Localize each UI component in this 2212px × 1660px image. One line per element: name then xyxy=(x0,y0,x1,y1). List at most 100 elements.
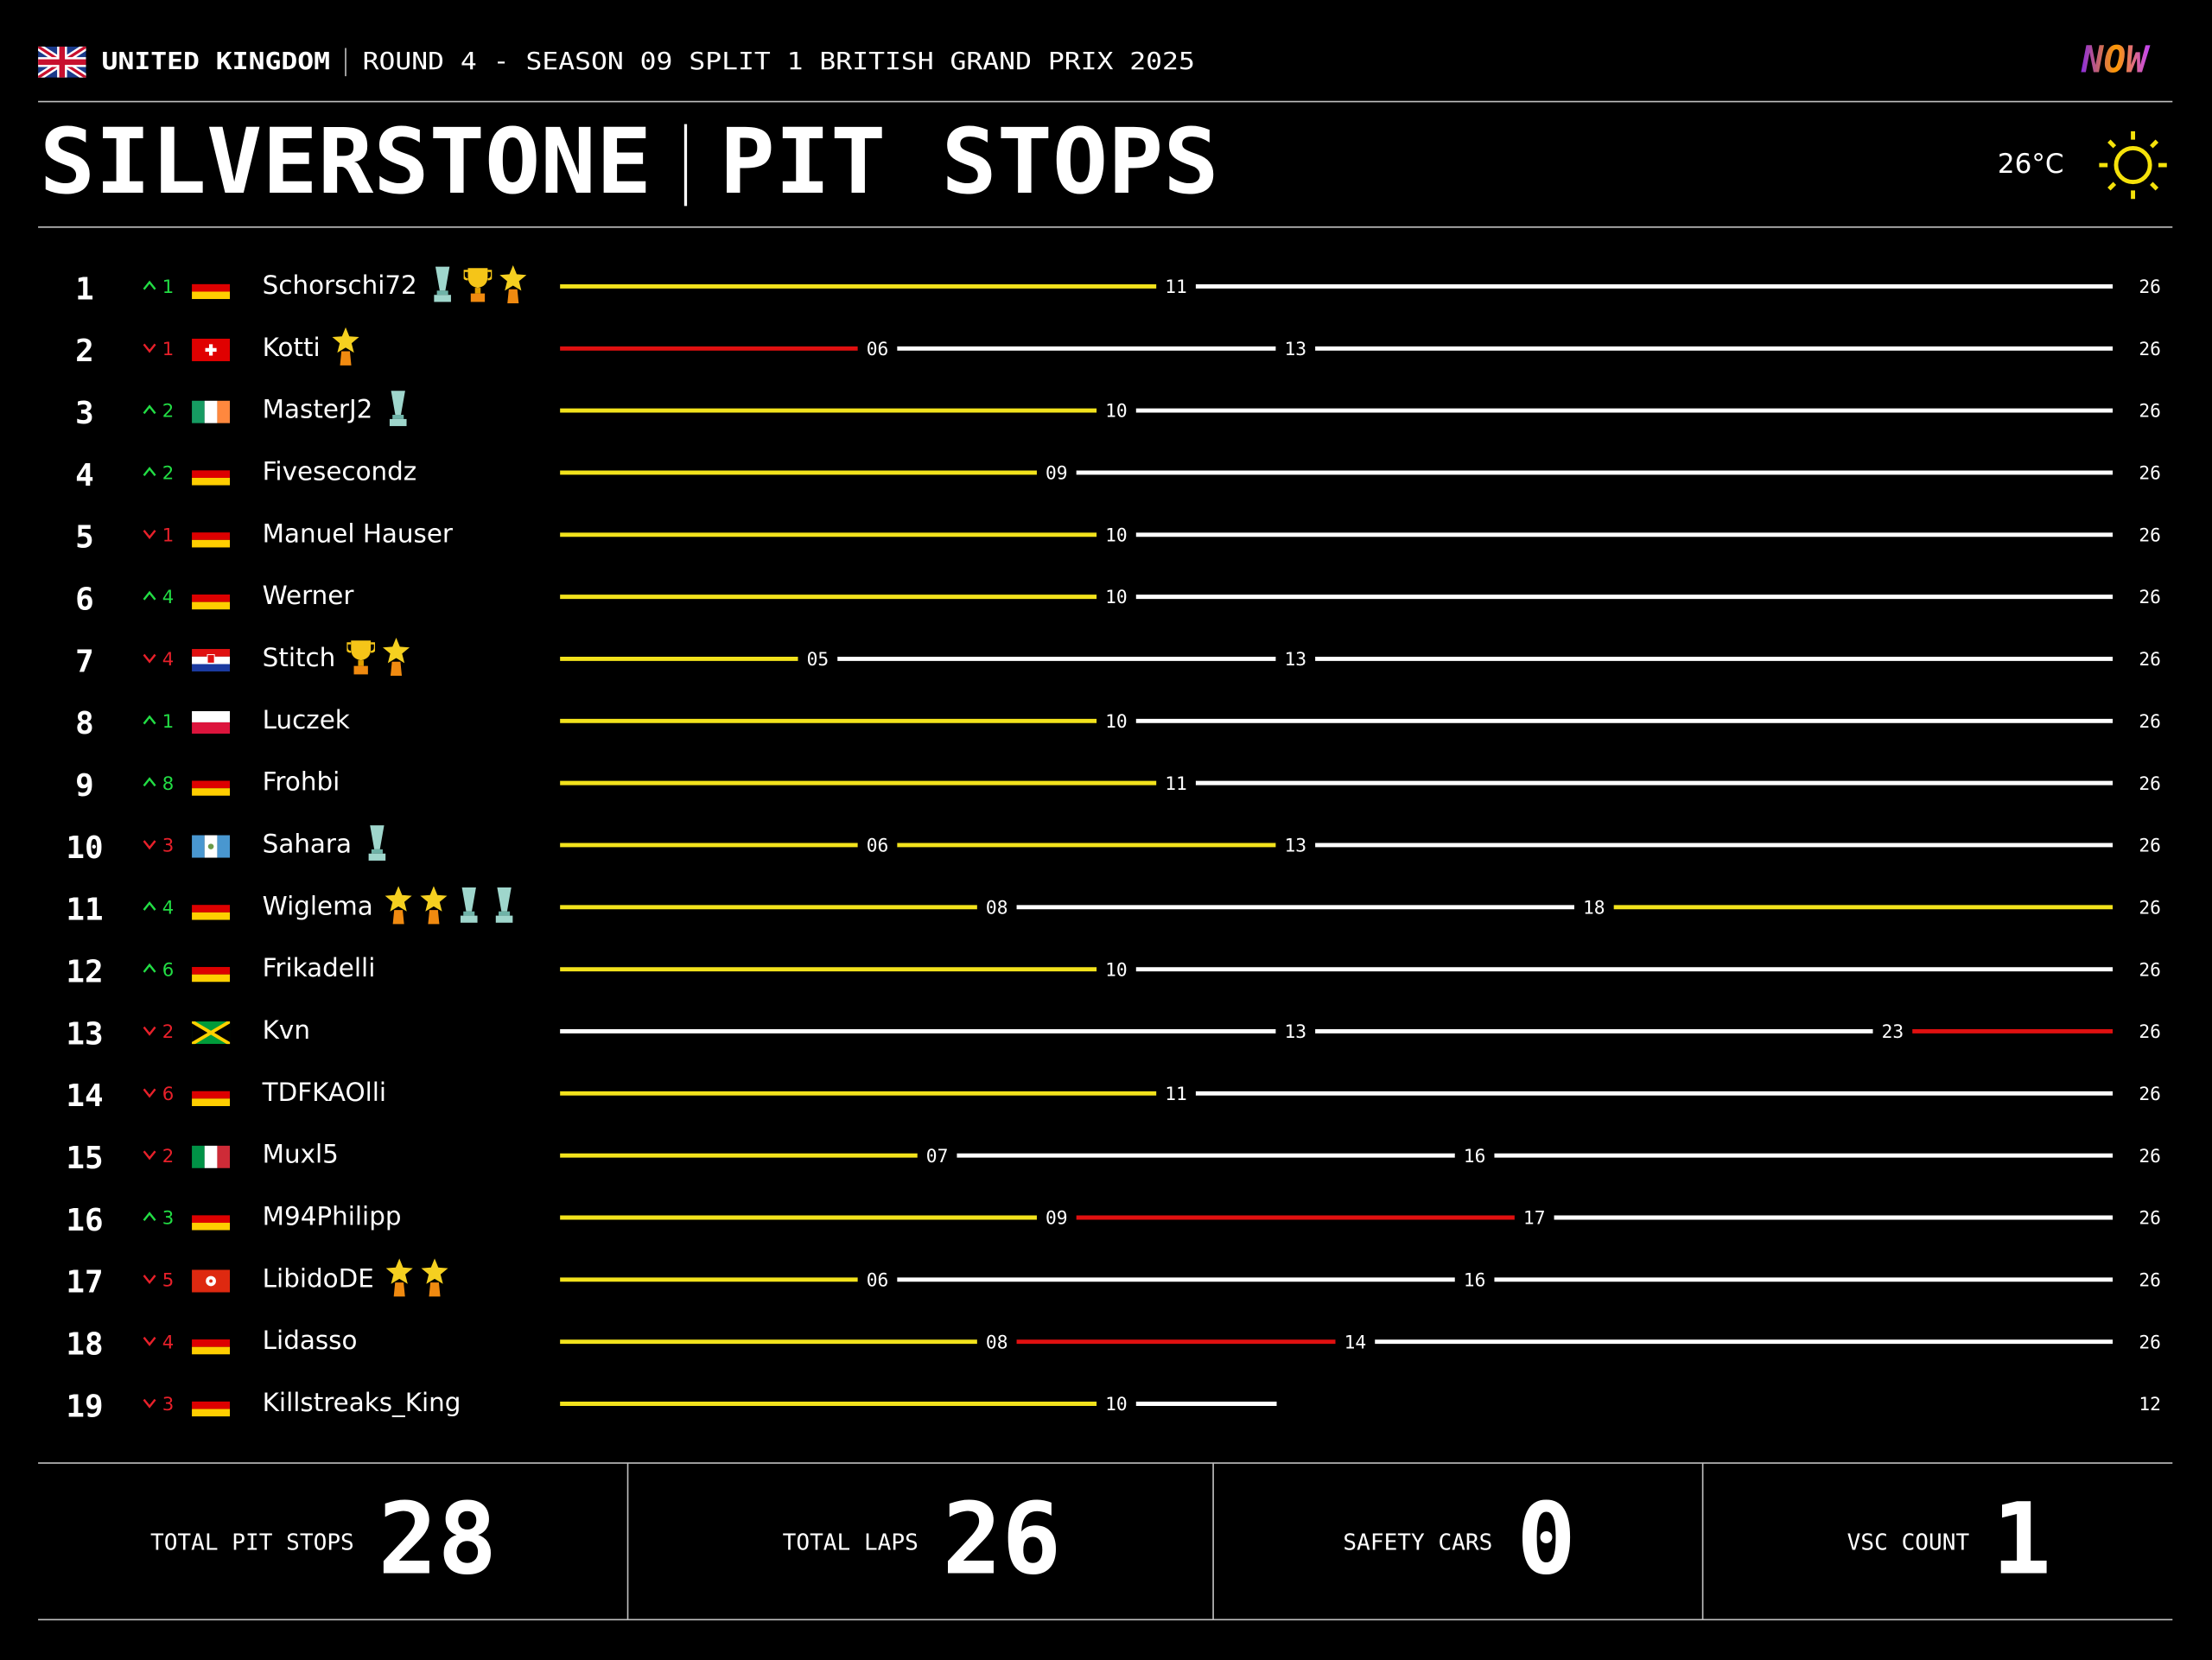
stat-label: TOTAL LAPS xyxy=(783,1530,918,1556)
change: 4 xyxy=(162,649,175,671)
stop-lap: 09 xyxy=(1046,1208,1068,1230)
stat-value: 28 xyxy=(378,1482,498,1597)
position: 7 xyxy=(75,644,94,679)
stop-lap: 13 xyxy=(1284,1021,1306,1043)
event-name: ROUND 4 - SEASON 09 SPLIT 1 BRITISH GRAN… xyxy=(363,47,1195,75)
change: 1 xyxy=(162,525,175,546)
driver-name: LibidoDE xyxy=(263,1263,374,1293)
awards xyxy=(385,1258,448,1297)
total-laps: 26 xyxy=(2139,1208,2161,1230)
total-laps: 26 xyxy=(2139,711,2161,733)
awards xyxy=(368,825,386,861)
awards xyxy=(332,327,359,366)
total-laps: 26 xyxy=(2139,1269,2161,1291)
stat-label: TOTAL PIT STOPS xyxy=(150,1530,354,1556)
position: 8 xyxy=(75,706,94,741)
flag xyxy=(192,897,231,920)
stop-lap: 06 xyxy=(867,1269,889,1291)
change: 2 xyxy=(162,401,175,423)
track-name: SILVERSTONE xyxy=(40,109,652,214)
page-title: PIT STOPS xyxy=(720,109,1219,214)
total-laps: 26 xyxy=(2139,897,2161,919)
awards xyxy=(346,637,410,677)
driver-name: Fivesecondz xyxy=(263,456,417,486)
change: 8 xyxy=(162,773,175,795)
stop-lap: 11 xyxy=(1165,773,1187,795)
position: 14 xyxy=(66,1078,103,1114)
change-arrow xyxy=(143,840,156,850)
stop-lap: 10 xyxy=(1105,959,1128,981)
awards xyxy=(389,391,407,427)
flag xyxy=(192,1145,231,1168)
stop-lap: 13 xyxy=(1284,836,1306,857)
temperature: 26°C xyxy=(1998,149,2064,180)
change: 3 xyxy=(162,836,175,857)
change: 3 xyxy=(162,1394,175,1415)
position: 13 xyxy=(66,1016,103,1052)
change-arrow xyxy=(143,1212,156,1222)
driver-name: Lidasso xyxy=(263,1326,358,1355)
change-arrow xyxy=(143,1275,156,1285)
stat-value: 26 xyxy=(943,1482,1062,1597)
position: 3 xyxy=(75,396,94,431)
flag xyxy=(192,710,231,734)
position: 4 xyxy=(75,458,94,493)
total-laps: 26 xyxy=(2139,277,2161,298)
flag xyxy=(192,1083,231,1107)
weather-icon xyxy=(2099,130,2167,200)
change: 4 xyxy=(162,1332,175,1353)
total-laps: 26 xyxy=(2139,525,2161,546)
change-arrow xyxy=(143,653,156,664)
stat-value: 1 xyxy=(1992,1482,2051,1597)
driver-name: Killstreaks_King xyxy=(263,1388,461,1417)
position: 5 xyxy=(75,520,94,556)
position: 11 xyxy=(66,893,103,928)
stop-lap: 08 xyxy=(986,897,1008,919)
stop-lap: 11 xyxy=(1165,1084,1187,1105)
position: 9 xyxy=(75,768,94,804)
flag xyxy=(192,1332,231,1355)
stop-lap: 13 xyxy=(1284,649,1306,671)
stat-value: 0 xyxy=(1516,1482,1576,1597)
driver-name: Manuel Hauser xyxy=(263,518,454,548)
driver-name: Wiglema xyxy=(263,891,373,920)
driver-name: Frohbi xyxy=(263,767,340,797)
flag xyxy=(192,649,231,672)
stop-lap: 11 xyxy=(1165,277,1187,298)
flag xyxy=(192,587,231,610)
awards xyxy=(385,886,513,925)
position: 16 xyxy=(66,1203,103,1238)
total-laps: 26 xyxy=(2139,401,2161,423)
flag xyxy=(192,400,231,423)
driver-name: Werner xyxy=(263,581,355,610)
change: 6 xyxy=(162,1084,175,1105)
stop-lap: 06 xyxy=(867,339,889,360)
driver-name: MasterJ2 xyxy=(263,395,373,424)
stop-lap: 16 xyxy=(1464,1269,1486,1291)
position: 6 xyxy=(75,582,94,618)
total-laps: 26 xyxy=(2139,339,2161,360)
position: 1 xyxy=(75,271,94,307)
total-laps: 26 xyxy=(2139,587,2161,608)
total-laps: 12 xyxy=(2139,1394,2161,1415)
flag xyxy=(192,959,231,983)
flag xyxy=(192,525,231,548)
change: 4 xyxy=(162,897,175,919)
change: 1 xyxy=(162,711,175,733)
country: UNITED KINGDOM xyxy=(102,47,330,75)
stop-lap: 23 xyxy=(1882,1021,1904,1043)
flag xyxy=(192,277,231,300)
stop-lap: 07 xyxy=(926,1146,949,1167)
total-laps: 26 xyxy=(2139,1332,2161,1353)
change: 3 xyxy=(162,1208,175,1230)
position: 2 xyxy=(75,334,94,369)
change-arrow xyxy=(143,530,156,540)
flag xyxy=(192,1021,231,1045)
change: 2 xyxy=(162,463,175,485)
change-arrow xyxy=(143,404,156,415)
total-laps: 26 xyxy=(2139,959,2161,981)
total-laps: 26 xyxy=(2139,1084,2161,1105)
change-arrow xyxy=(143,1398,156,1409)
